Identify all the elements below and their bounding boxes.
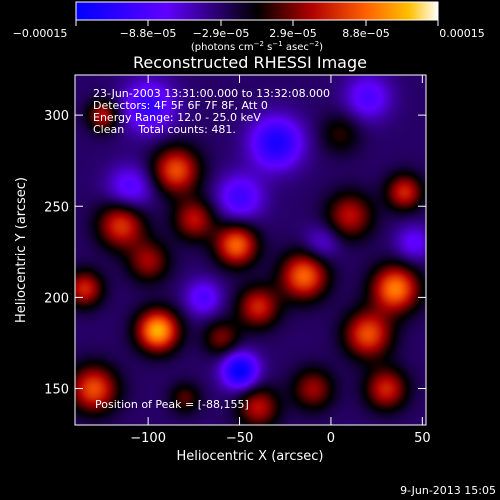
x-tick-label: −100 [130, 431, 166, 446]
x-tick-label: −50 [226, 431, 253, 446]
x-axis: −100 −50 0 50 Heliocentric X (arcsec) [130, 431, 430, 464]
y-tick-label: 300 [44, 109, 69, 124]
colorbar-tick-label: −0.00015 [13, 27, 68, 40]
annotation-detectors: Detectors: 4F 5F 6F 7F 8F, Att 0 [93, 99, 268, 112]
plot-frame [74, 74, 427, 426]
peak-position-label: Position of Peak = [-88,155] [95, 398, 249, 411]
colorbar-unit-label: (photons cm−2 s−1 asec−2) [191, 40, 323, 53]
plot-area: 23-Jun-2003 13:31:00.000 to 13:32:08.000… [74, 74, 427, 426]
colorbar-tick-label: 2.9e−05 [269, 27, 316, 40]
annotation-time-range: 23-Jun-2003 13:31:00.000 to 13:32:08.000 [93, 87, 330, 100]
colorbar: −0.00015 −8.8e−05 −2.9e−05 2.9e−05 8.8e−… [13, 1, 485, 53]
footer-timestamp: 9-Jun-2013 15:05 [400, 484, 496, 497]
colorbar-tick-marks [75, 20, 439, 26]
annotation-clean-counts: Clean Total counts: 481. [93, 123, 236, 136]
colorbar-tick-label: −8.8e−05 [120, 27, 177, 40]
colorbar-tick-label: 0.00015 [439, 27, 485, 40]
x-axis-label: Heliocentric X (arcsec) [177, 449, 324, 464]
axis-ticks [75, 75, 426, 425]
chart-title: Reconstructed RHESSI Image [133, 53, 367, 72]
colorbar-strip [75, 1, 439, 21]
heatmap-image [75, 75, 426, 425]
colorbar-tick-label: −2.9e−05 [193, 27, 250, 40]
x-tick-label: 50 [414, 431, 431, 446]
heatmap-canvas [75, 75, 426, 425]
y-axis: 150 200 250 300 Heliocentric Y (arcsec) [14, 109, 69, 397]
y-axis-label: Heliocentric Y (arcsec) [14, 177, 29, 323]
y-tick-label: 150 [44, 383, 69, 398]
x-tick-label: 0 [327, 431, 335, 446]
y-tick-label: 200 [44, 291, 69, 306]
y-tick-label: 250 [44, 200, 69, 215]
annotation-energy-range: Energy Range: 12.0 - 25.0 keV [93, 111, 261, 124]
colorbar-tick-label: 8.8e−05 [342, 27, 389, 40]
